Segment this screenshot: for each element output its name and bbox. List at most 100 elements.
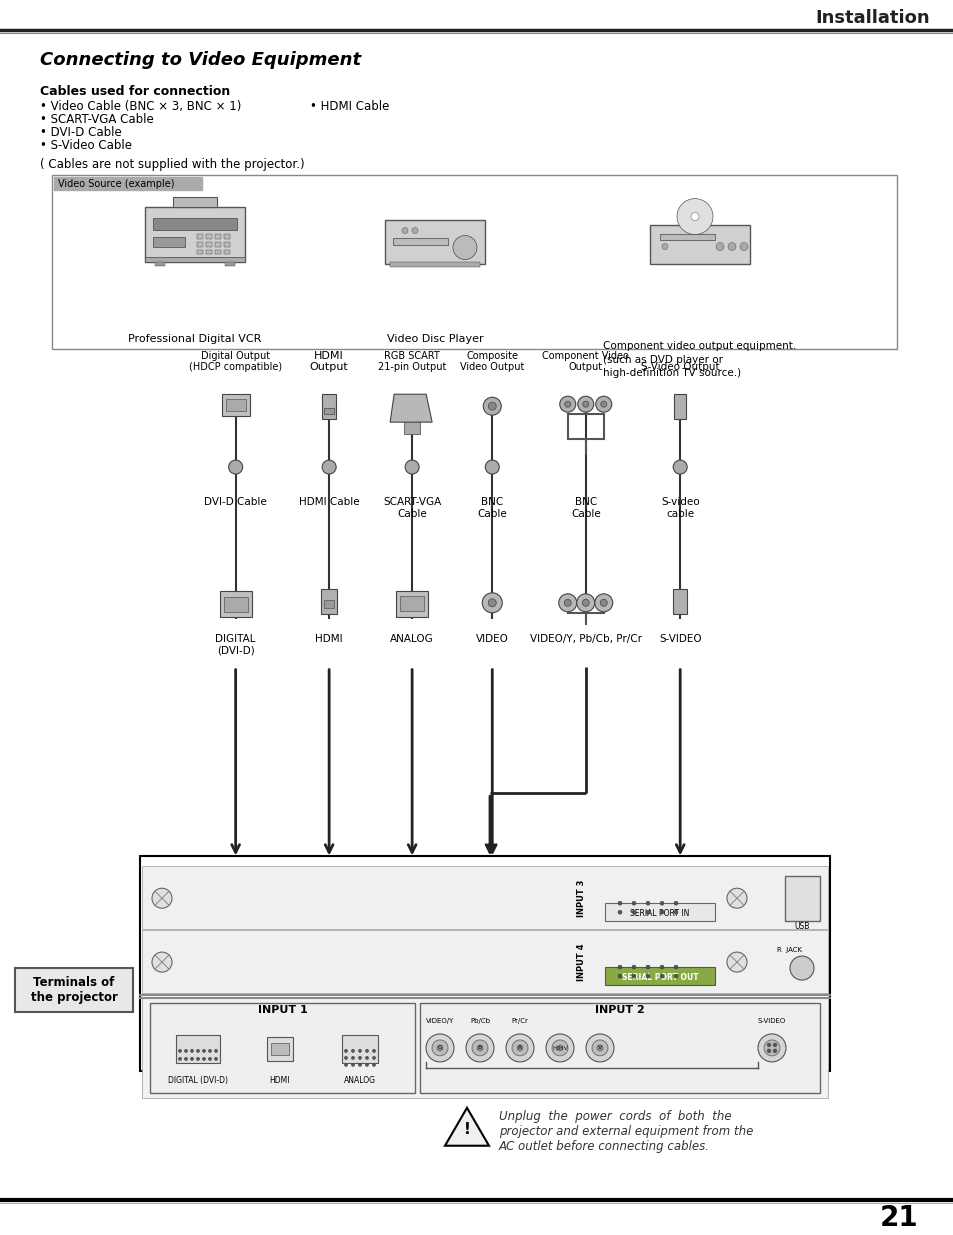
Circle shape xyxy=(152,888,172,908)
Circle shape xyxy=(436,1045,442,1051)
Text: Unplug  the  power  cords  of  both  the
projector and external equipment from t: Unplug the power cords of both the proje… xyxy=(498,1110,753,1152)
Circle shape xyxy=(763,1040,780,1056)
Text: Component Video
Output: Component Video Output xyxy=(541,351,629,372)
Bar xyxy=(604,903,714,921)
Circle shape xyxy=(597,1045,602,1051)
Circle shape xyxy=(373,1063,375,1066)
Circle shape xyxy=(358,1057,361,1060)
Circle shape xyxy=(563,599,571,606)
Circle shape xyxy=(191,1050,193,1052)
Text: ANALOG: ANALOG xyxy=(344,1077,375,1086)
Bar xyxy=(145,206,245,263)
Circle shape xyxy=(592,1040,607,1056)
Bar xyxy=(219,590,252,616)
Text: DIGITAL
(DVI-D): DIGITAL (DVI-D) xyxy=(215,634,255,656)
Circle shape xyxy=(196,1050,199,1052)
Bar xyxy=(385,220,484,264)
Circle shape xyxy=(659,974,663,978)
Bar xyxy=(649,225,749,264)
Text: DIGITAL (DVI-D): DIGITAL (DVI-D) xyxy=(168,1077,228,1086)
Bar xyxy=(673,589,686,614)
Text: Pb/Cb: Pb/Cb xyxy=(470,1018,490,1024)
Text: G: G xyxy=(437,1045,442,1051)
Bar xyxy=(226,399,245,411)
Circle shape xyxy=(214,1050,217,1052)
Text: SERIAL PORT IN: SERIAL PORT IN xyxy=(630,909,689,918)
Circle shape xyxy=(631,965,636,969)
Circle shape xyxy=(599,599,607,606)
Circle shape xyxy=(631,902,636,905)
Circle shape xyxy=(485,461,498,474)
Circle shape xyxy=(659,965,663,969)
Text: S-VIDEO: S-VIDEO xyxy=(659,634,700,643)
Bar xyxy=(221,394,250,416)
Circle shape xyxy=(358,1063,361,1066)
Text: Cables used for connection: Cables used for connection xyxy=(40,85,230,99)
Circle shape xyxy=(196,1057,199,1060)
Bar xyxy=(52,174,896,350)
Circle shape xyxy=(716,242,723,251)
Text: • SCART-VGA Cable: • SCART-VGA Cable xyxy=(40,114,153,126)
Text: HDMI: HDMI xyxy=(270,1077,290,1086)
Text: R  JACK: R JACK xyxy=(777,947,801,953)
Circle shape xyxy=(727,242,735,251)
Text: S-Video Output: S-Video Output xyxy=(640,362,719,372)
Text: Terminals of
the projector: Terminals of the projector xyxy=(30,976,117,1004)
Circle shape xyxy=(214,1057,217,1060)
Text: • S-Video Cable: • S-Video Cable xyxy=(40,140,132,152)
Circle shape xyxy=(659,902,663,905)
Text: Digital Output
(HDCP compatible): Digital Output (HDCP compatible) xyxy=(189,351,282,372)
Circle shape xyxy=(203,1050,205,1052)
Bar xyxy=(142,930,827,993)
Bar xyxy=(145,257,245,263)
Circle shape xyxy=(512,1040,527,1056)
Bar xyxy=(206,233,212,238)
Text: 21: 21 xyxy=(879,1204,917,1231)
Circle shape xyxy=(726,952,746,972)
Circle shape xyxy=(673,461,686,474)
Circle shape xyxy=(767,1050,770,1052)
Bar xyxy=(324,409,334,414)
Bar xyxy=(224,233,230,238)
Circle shape xyxy=(412,227,417,233)
Polygon shape xyxy=(444,1108,489,1146)
Circle shape xyxy=(465,1034,494,1062)
Bar xyxy=(390,263,479,268)
Circle shape xyxy=(203,1057,205,1060)
Text: INPUT 3: INPUT 3 xyxy=(577,879,586,916)
Circle shape xyxy=(352,1050,354,1052)
Text: B: B xyxy=(477,1045,481,1051)
Circle shape xyxy=(483,398,500,415)
Circle shape xyxy=(773,1044,776,1046)
Bar xyxy=(225,263,234,267)
Circle shape xyxy=(322,461,335,474)
Bar xyxy=(54,177,202,190)
Text: • DVI-D Cable: • DVI-D Cable xyxy=(40,126,122,140)
Circle shape xyxy=(577,594,594,611)
Circle shape xyxy=(373,1050,375,1052)
Circle shape xyxy=(185,1050,187,1052)
Text: INPUT 1: INPUT 1 xyxy=(257,1005,307,1015)
Text: SERIAL PORT OUT: SERIAL PORT OUT xyxy=(621,972,698,982)
Circle shape xyxy=(677,199,712,235)
Circle shape xyxy=(594,594,612,611)
Text: Video Source (example): Video Source (example) xyxy=(58,179,174,189)
Circle shape xyxy=(178,1050,181,1052)
Circle shape xyxy=(726,888,746,908)
Bar xyxy=(224,249,230,254)
Circle shape xyxy=(229,461,242,474)
Text: HDMI: HDMI xyxy=(315,634,342,643)
Circle shape xyxy=(558,594,577,611)
Circle shape xyxy=(482,593,501,613)
Bar xyxy=(341,1035,377,1063)
Circle shape xyxy=(618,965,621,969)
Text: SCART-VGA
Cable: SCART-VGA Cable xyxy=(382,496,441,519)
Circle shape xyxy=(405,461,418,474)
Circle shape xyxy=(673,965,678,969)
Bar xyxy=(142,998,827,1098)
Circle shape xyxy=(552,1040,567,1056)
Text: • HDMI Cable: • HDMI Cable xyxy=(310,100,389,114)
Bar xyxy=(393,237,448,245)
Circle shape xyxy=(758,1034,785,1062)
Circle shape xyxy=(618,974,621,978)
